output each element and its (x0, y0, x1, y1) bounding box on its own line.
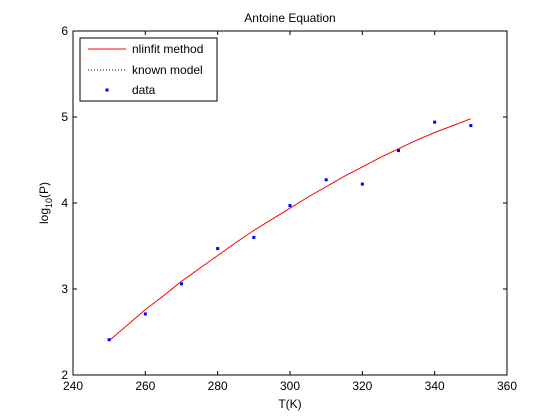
x-tick-label: 240 (63, 379, 83, 393)
x-tick-label: 280 (208, 379, 228, 393)
data-point (143, 312, 147, 316)
y-tick-label: 3 (61, 282, 68, 296)
y-axis-label-base: log (37, 208, 51, 224)
x-axis: 240 260 280 300 320 340 360 (63, 31, 517, 393)
legend: nlinfit method known model data (79, 37, 218, 102)
data-point (433, 120, 437, 124)
data-point (288, 204, 292, 208)
x-tick-label: 320 (352, 379, 372, 393)
legend-label-known-model: known model (132, 63, 203, 77)
data-point (469, 124, 473, 128)
y-tick-label: 4 (61, 196, 68, 210)
chart-title: Antoine Equation (244, 11, 335, 25)
data-point (397, 149, 400, 153)
legend-label-data: data (132, 83, 156, 97)
data-point (180, 282, 183, 286)
x-tick-label: 260 (135, 379, 155, 393)
y-axis-label-subscript: 10 (44, 198, 54, 208)
data-point (107, 338, 111, 342)
data-point (360, 182, 364, 186)
y-axis-label: log10(P) (37, 182, 54, 224)
y-tick-label: 6 (61, 24, 68, 38)
x-tick-label: 300 (280, 379, 300, 393)
y-tick-label: 2 (61, 368, 68, 382)
legend-swatch-data (105, 88, 109, 92)
x-tick-label: 340 (425, 379, 445, 393)
x-tick-label: 360 (497, 379, 517, 393)
data-point (252, 235, 256, 239)
series-line-0 (108, 118, 471, 341)
series-layer (107, 118, 473, 342)
y-tick-label: 5 (61, 110, 68, 124)
x-axis-label: T(K) (278, 397, 301, 411)
legend-label-nlinfit: nlinfit method (132, 42, 203, 56)
data-point (216, 247, 220, 251)
data-point (324, 178, 328, 182)
y-axis: 2 3 4 5 6 (61, 24, 507, 382)
y-axis-label-rest: (P) (37, 182, 51, 198)
